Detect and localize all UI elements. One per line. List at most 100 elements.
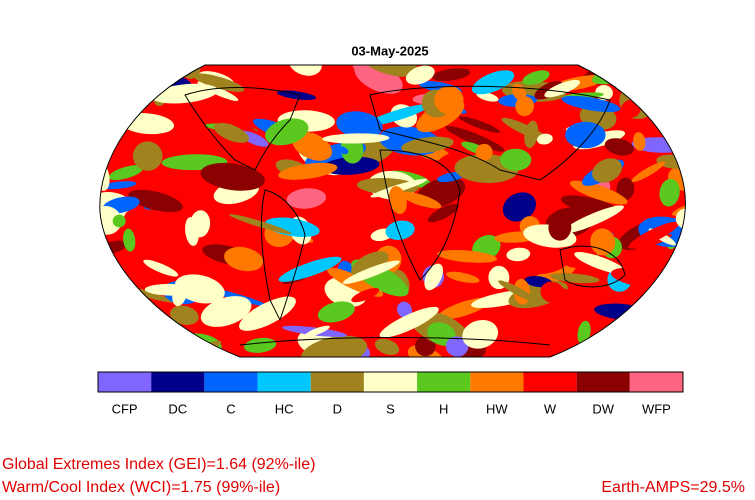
- map-region: [151, 83, 219, 104]
- map-region: [533, 256, 569, 274]
- map-region: [322, 156, 380, 175]
- map-region: [604, 138, 635, 156]
- map-region: [128, 189, 183, 213]
- map-title: 03-May-2025: [351, 43, 428, 58]
- map-region: [130, 324, 168, 348]
- legend-swatch: [204, 372, 258, 392]
- legend-label: D: [333, 401, 342, 416]
- legend-label: S: [386, 401, 395, 416]
- legend-swatch: [523, 372, 577, 392]
- map-region: [336, 146, 349, 155]
- map-region: [445, 125, 505, 152]
- map-region: [190, 210, 211, 238]
- map-region: [471, 70, 515, 95]
- coastlines: [184, 85, 626, 346]
- map-region: [561, 95, 621, 113]
- map-region: [431, 68, 471, 82]
- map-region: [434, 85, 464, 115]
- map-region: [502, 192, 536, 222]
- map-region: [99, 308, 153, 332]
- map-region: [239, 296, 296, 331]
- map-region: [300, 335, 368, 357]
- map-region: [276, 90, 316, 100]
- map-region: [515, 96, 535, 117]
- map-region: [544, 79, 581, 98]
- map-region: [99, 311, 126, 335]
- map-region: [437, 250, 498, 263]
- map-region: [501, 117, 551, 143]
- map-region: [351, 251, 389, 277]
- map-region: [592, 158, 622, 183]
- map-region: [190, 2, 246, 48]
- map-outline: [99, 64, 686, 358]
- legend-frame: [97, 371, 684, 393]
- legend-swatch: [576, 372, 630, 392]
- map-region: [400, 191, 442, 209]
- map-region: [605, 338, 624, 352]
- legend-label: W: [544, 401, 557, 416]
- wci-text: Warm/Cool Index (WCI)=1.75 (99%-ile): [2, 479, 280, 496]
- map-region: [608, 430, 635, 455]
- map-region: [304, 325, 330, 338]
- map-region: [631, 161, 666, 183]
- map-region: [132, 141, 163, 171]
- map-region: [500, 148, 532, 171]
- legend-swatch: [98, 372, 152, 392]
- map-region: [484, 0, 550, 25]
- map-region: [562, 205, 624, 234]
- map-region: [536, 133, 553, 145]
- map-region: [498, 280, 538, 303]
- map-region: [174, 274, 225, 304]
- map-region: [374, 338, 400, 355]
- map-region: [342, 260, 400, 284]
- legend-label: DC: [168, 401, 187, 416]
- map-region: [574, 0, 626, 5]
- map-region: [569, 180, 628, 205]
- map-region: [224, 246, 264, 272]
- legend-swatch: [151, 372, 205, 392]
- map-region: [358, 65, 418, 77]
- map-region: [574, 252, 628, 275]
- map-region: [616, 177, 635, 201]
- map-region: [288, 65, 322, 76]
- map: [99, 0, 686, 468]
- legend-swatch: [257, 372, 311, 392]
- legend-label: CFP: [112, 401, 138, 416]
- legend-label: DW: [592, 401, 614, 416]
- map-region: [108, 165, 144, 181]
- map-region: [385, 220, 415, 240]
- map-region: [596, 41, 632, 62]
- map-region: [111, 21, 175, 38]
- legend-label: WFP: [642, 401, 671, 416]
- map-region: [485, 0, 511, 19]
- map-region: [628, 221, 680, 249]
- map-region: [659, 178, 680, 207]
- legend-label: HW: [486, 401, 508, 416]
- map-region: [200, 162, 265, 191]
- legend-label: HC: [275, 401, 294, 416]
- map-region: [169, 305, 199, 325]
- map-region: [548, 214, 572, 241]
- map-region: [475, 143, 493, 161]
- map-region: [135, 321, 179, 340]
- map-region: [112, 214, 126, 228]
- map-region: [405, 65, 435, 85]
- map-region: [110, 304, 159, 327]
- map-region: [549, 273, 600, 284]
- legend-swatch: [363, 372, 418, 392]
- map-region: [123, 228, 136, 252]
- map-region: [595, 85, 613, 101]
- map-region: [324, 74, 380, 104]
- map-region: [244, 337, 277, 353]
- map-region: [397, 301, 412, 318]
- map-region: [583, 451, 605, 468]
- map-region: [401, 136, 454, 154]
- legend-label: C: [226, 401, 235, 416]
- map-region: [101, 181, 137, 190]
- map-region: [445, 336, 469, 357]
- map-region: [278, 162, 338, 180]
- map-region: [247, 23, 298, 60]
- map-region: [565, 121, 606, 149]
- map-region: [213, 122, 249, 143]
- map-region: [99, 205, 122, 235]
